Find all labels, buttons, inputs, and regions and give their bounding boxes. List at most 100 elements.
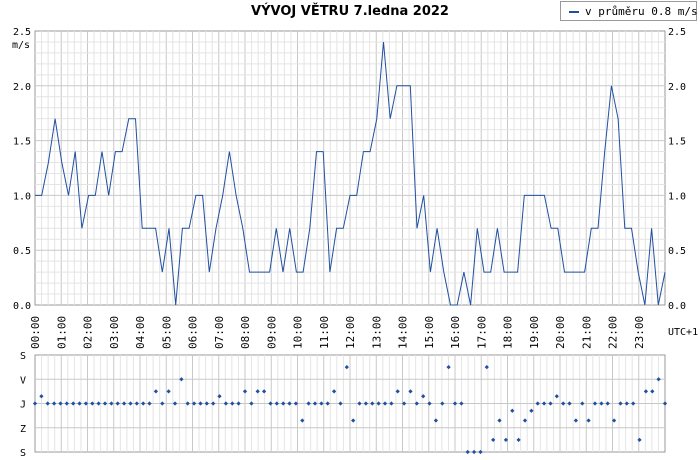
direction-point	[554, 394, 559, 399]
direction-point	[650, 389, 655, 394]
direction-point	[319, 401, 324, 406]
direction-point	[363, 401, 369, 406]
direction-point	[561, 401, 566, 406]
direction-point	[293, 401, 299, 406]
direction-point	[370, 401, 375, 406]
direction-point	[261, 389, 267, 394]
direction-point	[268, 401, 273, 406]
direction-point	[433, 418, 439, 423]
direction-point	[312, 401, 318, 406]
direction-point	[331, 389, 337, 394]
direction-point	[592, 401, 598, 406]
x-tick-label: 23:00	[633, 316, 646, 349]
direction-point	[325, 401, 330, 406]
direction-point	[624, 401, 629, 406]
direction-point	[408, 389, 413, 394]
direction-point	[389, 401, 394, 406]
direction-point	[134, 401, 139, 406]
direction-point	[414, 401, 419, 406]
direction-point	[471, 449, 477, 455]
x-tick-label: 10:00	[292, 316, 305, 349]
direction-point	[459, 401, 464, 406]
direction-point	[637, 437, 642, 443]
y-tick-label-left: 1.0	[13, 191, 31, 202]
y-tick-label-right: 1.5	[668, 137, 686, 148]
x-tick-label: 21:00	[580, 316, 593, 349]
y-tick-label-right: 0.0	[668, 301, 686, 312]
direction-point	[223, 401, 229, 406]
direction-point	[338, 401, 343, 406]
direction-point	[153, 389, 159, 394]
direction-point	[255, 389, 260, 394]
direction-point	[465, 449, 470, 455]
y-tick-label-left: 2.0	[13, 82, 31, 93]
direction-point	[427, 401, 432, 406]
direction-point	[478, 449, 483, 455]
x-tick-label: 19:00	[528, 316, 541, 349]
x-tick-label: 07:00	[213, 316, 226, 349]
direction-point	[395, 389, 400, 394]
y-tick-label-left: 1.5	[13, 137, 31, 148]
x-tick-label: 09:00	[265, 316, 278, 349]
direction-point	[147, 401, 152, 406]
x-tick-label: 03:00	[108, 316, 121, 349]
direction-label: S	[20, 448, 26, 459]
direction-point	[516, 437, 521, 443]
direction-point	[382, 401, 388, 406]
direction-point	[236, 401, 241, 406]
x-tick-label: 16:00	[449, 316, 462, 349]
direction-point	[421, 394, 426, 399]
direction-point	[300, 418, 305, 423]
direction-label: J	[20, 400, 26, 411]
direction-point	[599, 401, 604, 406]
y-tick-label-right: 1.0	[668, 191, 686, 202]
y-tick-label-left: 0.5	[13, 246, 31, 257]
x-tick-label: 06:00	[187, 316, 200, 349]
legend-swatch	[569, 11, 579, 13]
direction-point	[166, 389, 171, 394]
direction-point	[230, 401, 235, 406]
direction-point	[643, 389, 649, 394]
x-tick-label: 02:00	[82, 316, 95, 349]
direction-point	[631, 401, 636, 406]
y-tick-label-right: 2.0	[668, 82, 686, 93]
x-unit-label: UTC+1	[668, 327, 698, 338]
direction-point	[440, 401, 445, 406]
direction-point	[662, 401, 668, 406]
direction-point	[529, 408, 534, 413]
direction-point	[510, 408, 515, 413]
direction-point	[484, 364, 489, 370]
direction-point	[567, 401, 572, 406]
direction-point	[446, 364, 451, 370]
direction-point	[497, 418, 502, 423]
x-tick-label: 22:00	[607, 316, 620, 349]
direction-point	[281, 401, 286, 406]
x-tick-label: 01:00	[55, 316, 68, 349]
direction-label: S	[20, 351, 26, 362]
direction-point	[172, 401, 178, 406]
direction-point	[541, 401, 547, 406]
direction-point	[242, 389, 248, 394]
legend: v průměru 0.8 m/s	[560, 1, 698, 21]
direction-point	[185, 401, 190, 406]
direction-point	[179, 377, 184, 382]
y-tick-label-left: 0.0	[13, 301, 31, 312]
chart-title: VÝVOJ VĚTRU 7.ledna 2022	[251, 4, 449, 19]
direction-point	[656, 377, 661, 382]
direction-point	[287, 401, 292, 406]
direction-point	[573, 418, 579, 423]
x-tick-label: 00:00	[29, 316, 42, 349]
x-tick-label: 20:00	[554, 316, 567, 349]
x-tick-label: 17:00	[475, 316, 488, 349]
direction-point	[191, 401, 197, 406]
direction-point	[351, 418, 356, 423]
direction-point	[198, 401, 203, 406]
x-tick-label: 08:00	[239, 316, 252, 349]
direction-point	[204, 401, 209, 406]
direction-point	[535, 401, 540, 406]
direction-point	[217, 394, 222, 399]
x-tick-label: 11:00	[318, 316, 331, 349]
direction-point	[249, 401, 254, 406]
direction-label: Z	[20, 424, 26, 435]
